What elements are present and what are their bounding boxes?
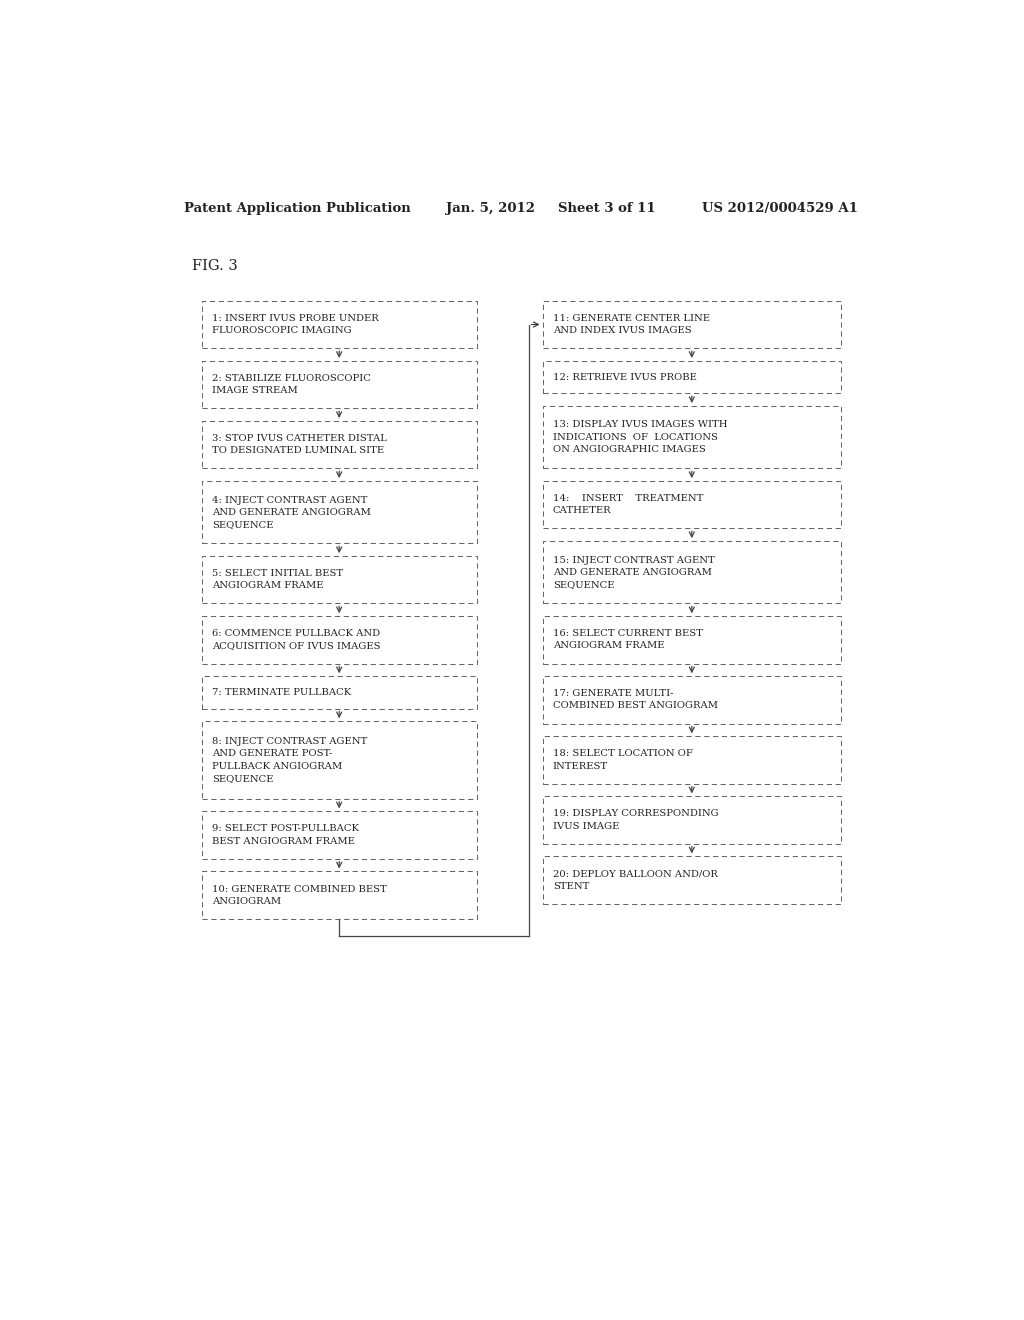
Text: 10: GENERATE COMBINED BEST
ANGIOGRAM: 10: GENERATE COMBINED BEST ANGIOGRAM (212, 884, 386, 906)
Text: FIG. 3: FIG. 3 (191, 259, 238, 273)
Text: 1: INSERT IVUS PROBE UNDER
FLUOROSCOPIC IMAGING: 1: INSERT IVUS PROBE UNDER FLUOROSCOPIC … (212, 314, 379, 335)
Text: Patent Application Publication: Patent Application Publication (183, 202, 411, 215)
FancyBboxPatch shape (543, 480, 841, 528)
FancyBboxPatch shape (202, 616, 477, 664)
Text: 18: SELECT LOCATION OF
INTEREST: 18: SELECT LOCATION OF INTEREST (553, 750, 692, 771)
FancyBboxPatch shape (543, 360, 841, 393)
Text: 15: INJECT CONTRAST AGENT
AND GENERATE ANGIOGRAM
SEQUENCE: 15: INJECT CONTRAST AGENT AND GENERATE A… (553, 556, 715, 589)
FancyBboxPatch shape (202, 871, 477, 919)
FancyBboxPatch shape (202, 812, 477, 859)
FancyBboxPatch shape (543, 796, 841, 843)
FancyBboxPatch shape (202, 556, 477, 603)
Text: Sheet 3 of 11: Sheet 3 of 11 (558, 202, 655, 215)
Text: Jan. 5, 2012: Jan. 5, 2012 (445, 202, 535, 215)
Text: 2: STABILIZE FLUOROSCOPIC
IMAGE STREAM: 2: STABILIZE FLUOROSCOPIC IMAGE STREAM (212, 374, 371, 395)
FancyBboxPatch shape (543, 857, 841, 904)
FancyBboxPatch shape (202, 721, 477, 799)
FancyBboxPatch shape (202, 360, 477, 408)
FancyBboxPatch shape (543, 407, 841, 469)
Text: US 2012/0004529 A1: US 2012/0004529 A1 (701, 202, 857, 215)
Text: 7: TERMINATE PULLBACK: 7: TERMINATE PULLBACK (212, 688, 351, 697)
Text: 9: SELECT POST-PULLBACK
BEST ANGIOGRAM FRAME: 9: SELECT POST-PULLBACK BEST ANGIOGRAM F… (212, 825, 358, 846)
Text: 13: DISPLAY IVUS IMAGES WITH
INDICATIONS  OF  LOCATIONS
ON ANGIOGRAPHIC IMAGES: 13: DISPLAY IVUS IMAGES WITH INDICATIONS… (553, 421, 727, 454)
FancyBboxPatch shape (202, 421, 477, 469)
FancyBboxPatch shape (202, 480, 477, 544)
FancyBboxPatch shape (543, 616, 841, 664)
Text: 19: DISPLAY CORRESPONDING
IVUS IMAGE: 19: DISPLAY CORRESPONDING IVUS IMAGE (553, 809, 718, 830)
Text: 17: GENERATE MULTI-
COMBINED BEST ANGIOGRAM: 17: GENERATE MULTI- COMBINED BEST ANGIOG… (553, 689, 718, 710)
Text: 4: INJECT CONTRAST AGENT
AND GENERATE ANGIOGRAM
SEQUENCE: 4: INJECT CONTRAST AGENT AND GENERATE AN… (212, 495, 371, 529)
Text: 14:    INSERT    TREATMENT
CATHETER: 14: INSERT TREATMENT CATHETER (553, 494, 703, 515)
Text: 8: INJECT CONTRAST AGENT
AND GENERATE POST-
PULLBACK ANGIOGRAM
SEQUENCE: 8: INJECT CONTRAST AGENT AND GENERATE PO… (212, 738, 367, 783)
Text: 20: DEPLOY BALLOON AND/OR
STENT: 20: DEPLOY BALLOON AND/OR STENT (553, 870, 718, 891)
FancyBboxPatch shape (202, 676, 477, 709)
Text: 11: GENERATE CENTER LINE
AND INDEX IVUS IMAGES: 11: GENERATE CENTER LINE AND INDEX IVUS … (553, 314, 710, 335)
Text: 6: COMMENCE PULLBACK AND
ACQUISITION OF IVUS IMAGES: 6: COMMENCE PULLBACK AND ACQUISITION OF … (212, 630, 380, 651)
Text: 5: SELECT INITIAL BEST
ANGIOGRAM FRAME: 5: SELECT INITIAL BEST ANGIOGRAM FRAME (212, 569, 343, 590)
FancyBboxPatch shape (543, 676, 841, 723)
FancyBboxPatch shape (543, 737, 841, 784)
FancyBboxPatch shape (543, 541, 841, 603)
Text: 12: RETRIEVE IVUS PROBE: 12: RETRIEVE IVUS PROBE (553, 372, 696, 381)
FancyBboxPatch shape (543, 301, 841, 348)
FancyBboxPatch shape (202, 301, 477, 348)
Text: 16: SELECT CURRENT BEST
ANGIOGRAM FRAME: 16: SELECT CURRENT BEST ANGIOGRAM FRAME (553, 630, 702, 651)
Text: 3: STOP IVUS CATHETER DISTAL
TO DESIGNATED LUMINAL SITE: 3: STOP IVUS CATHETER DISTAL TO DESIGNAT… (212, 434, 387, 455)
